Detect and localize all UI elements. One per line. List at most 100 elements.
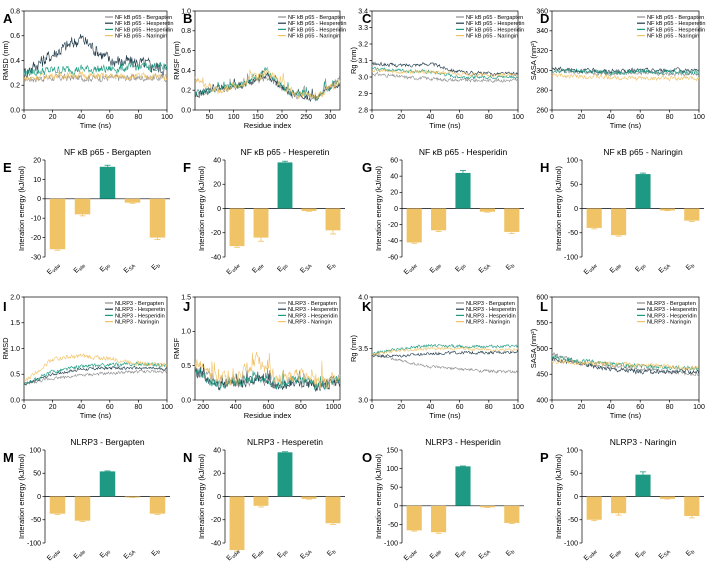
x-tick-label: 100 — [693, 404, 705, 411]
panel-letter: H — [540, 160, 549, 175]
y-tick-label: 0.2 — [10, 83, 20, 90]
bar-SA — [124, 198, 141, 203]
panel-title: NLRP3 - Hesperidin — [425, 437, 501, 447]
plot-frame — [194, 296, 341, 401]
x-category-subscript: vdw — [51, 263, 62, 274]
x-category-subscript: b — [331, 263, 337, 269]
x-tick-label: 600 — [262, 404, 274, 411]
x-tick-label: 50 — [206, 114, 214, 121]
legend-label: NF kB p65 - Bergapten — [288, 15, 345, 21]
y-tick-label: 40 — [390, 174, 398, 181]
y-tick-label: 3.4 — [358, 8, 368, 15]
legend-label: NLRP3 - Hesperetin — [466, 307, 516, 313]
y-tick-label: 0.4 — [10, 58, 20, 65]
x-tick-label: 100 — [161, 404, 173, 411]
x-tick-label: 300 — [324, 114, 336, 121]
bar-ps — [99, 166, 116, 199]
x-tick-label: 40 — [77, 404, 85, 411]
legend-label: NF kB p65 - Hesperetin — [466, 21, 524, 27]
x-axis-label: Residue index — [244, 411, 292, 420]
x-category-label: Eele — [251, 261, 265, 275]
x-tick-label: 100 — [512, 404, 524, 411]
x-axis-label: Time (ns) — [610, 121, 642, 130]
x-category-subscript: vdw — [231, 549, 242, 560]
y-tick-label: 3.5 — [358, 346, 368, 353]
x-category-subscript: ps — [104, 549, 112, 557]
y-tick-label: 360 — [536, 8, 548, 15]
x-category-label: Eps — [634, 261, 648, 275]
bar-SA — [479, 208, 495, 212]
x-category-label: Eele — [429, 547, 443, 561]
series-line-hesperetin — [194, 363, 341, 393]
x-category-subscript: SA — [483, 549, 493, 559]
x-axis-label: Time (ns) — [429, 121, 461, 130]
x-category-subscript: b — [690, 263, 696, 269]
y-tick-label: -50 — [31, 517, 41, 524]
bar-ele — [611, 496, 627, 514]
x-category-subscript: vdw — [408, 263, 419, 274]
y-tick-label: -40 — [388, 238, 398, 245]
x-tick-label: 80 — [666, 114, 674, 121]
x-category-subscript: SA — [663, 263, 673, 273]
x-category-subscript: ps — [281, 263, 289, 271]
series-line-naringin — [23, 70, 168, 83]
y-tick-label: 3.0 — [358, 74, 368, 81]
panel-title: NF κB p65 - Bergapten — [64, 147, 151, 157]
legend-label: NF kB p65 - Naringin — [647, 34, 699, 40]
series-line-hesperetin — [551, 66, 700, 75]
x-tick-label: 1000 — [326, 404, 342, 411]
panel-L: 400 450 500 550 600 0 20 40 60 80 100 Time (ns) SASA… — [529, 294, 705, 420]
panel-E: NF κB p65 - Bergapten -30 -20 -10 0 10 20 Inter… — [17, 147, 170, 277]
series-line-naringin — [194, 66, 341, 101]
bar-ele — [74, 496, 91, 521]
x-category-subscript: ps — [459, 549, 467, 557]
y-tick-label: 320 — [536, 48, 548, 55]
y-tick-label: -100 — [564, 540, 578, 547]
bar-ele — [74, 198, 91, 215]
legend-label: NLRP3 - Hesperetin — [647, 307, 697, 313]
bar-b — [504, 505, 520, 523]
x-category-subscript: ps — [104, 263, 112, 271]
panel-letter: E — [3, 160, 12, 175]
x-category-subscript: ps — [639, 263, 647, 271]
series-line-hesperetin — [194, 70, 341, 103]
x-category-label: Eps — [454, 547, 468, 561]
y-tick-label: 20 — [390, 190, 398, 197]
y-tick-label: 0.0 — [10, 397, 20, 404]
legend-label: NLRP3 - Naringin — [288, 320, 332, 326]
panel-letter: O — [362, 450, 372, 465]
x-category-label: Evdw — [403, 547, 419, 563]
panel-letter: L — [540, 299, 548, 314]
y-tick-label: 0.4 — [181, 68, 191, 75]
x-tick-label: 80 — [485, 404, 493, 411]
y-tick-label: 0.6 — [181, 48, 191, 55]
y-tick-label: 1.0 — [181, 329, 191, 336]
x-category-label: Eps — [454, 261, 468, 275]
y-tick-label: 300 — [536, 68, 548, 75]
x-tick-label: 200 — [197, 404, 209, 411]
legend-label: NLRP3 - Bergapten — [647, 301, 696, 307]
legend-label: NLRP3 - Naringin — [466, 320, 510, 326]
y-tick-label: -50 — [568, 230, 578, 237]
y-tick-label: 3.3 — [358, 25, 368, 32]
panel-N: NLRP3 - Hesperetin -40 -20 0 20 40 Interation … — [197, 437, 345, 563]
plot-frame — [551, 10, 700, 111]
x-tick-label: 0 — [370, 404, 374, 411]
x-category-subscript: SA — [304, 263, 314, 273]
legend-label: NLRP3 - Naringin — [115, 320, 159, 326]
panel-D: 260 280 300 320 340 360 0 20 40 60 80 100 Time (ns) S… — [529, 8, 705, 130]
x-category-label: Evdw — [226, 261, 242, 277]
y-axis-label: Interation energy (kJ/mol) — [197, 453, 206, 539]
x-category-label: Eps — [99, 261, 113, 275]
y-axis-label: Interation energy (kJ/mol) — [554, 453, 563, 539]
bar-SA — [301, 208, 317, 211]
y-tick-label: 100 — [386, 466, 398, 473]
x-category-label: ESA — [658, 547, 673, 562]
legend-label: NF kB p65 - Naringin — [115, 34, 167, 40]
bar-SA — [659, 208, 675, 211]
y-tick-label: 10 — [33, 177, 41, 184]
y-tick-label: 1.0 — [10, 346, 20, 353]
legend-label: NF kB p65 - Hesperetin — [288, 21, 346, 27]
x-category-label: ESA — [123, 547, 138, 562]
